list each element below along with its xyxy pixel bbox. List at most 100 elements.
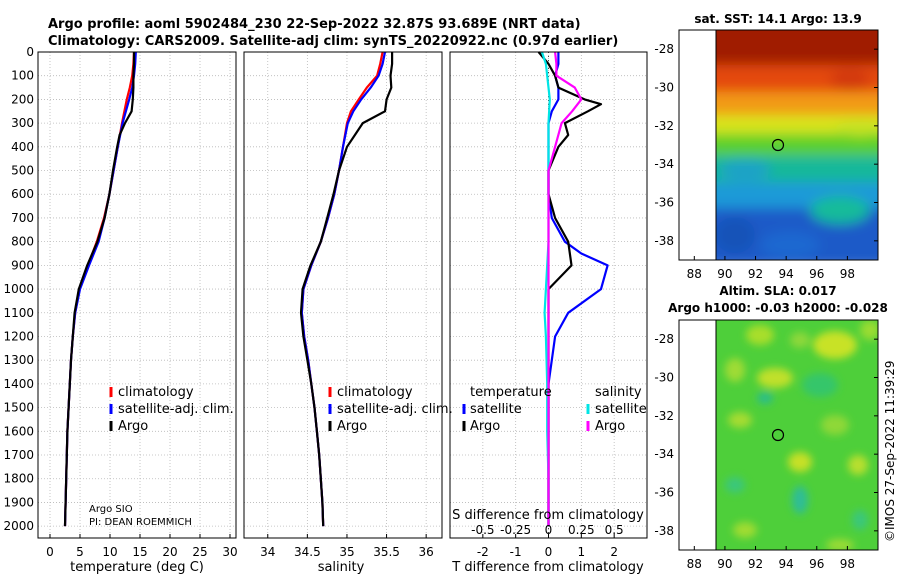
x-tick-label: 10 bbox=[102, 545, 117, 559]
s-tick-label: -0.25 bbox=[500, 523, 531, 537]
lon-tick-label: 88 bbox=[687, 267, 702, 281]
lat-tick-label: -36 bbox=[654, 486, 674, 500]
lat-tick-label: -30 bbox=[654, 81, 674, 95]
depth-tick-label: 1800 bbox=[3, 472, 34, 486]
x-tick-label: 2 bbox=[610, 545, 618, 559]
x-tick-label: 1 bbox=[578, 545, 586, 559]
sla-title: Altim. SLA: 0.017 bbox=[719, 284, 836, 298]
lon-tick-label: 88 bbox=[687, 557, 702, 571]
series-temperature-satellite bbox=[547, 52, 609, 527]
t-difference-xlabel: T difference from climatology bbox=[451, 560, 644, 575]
sla-argo-location-marker bbox=[771, 428, 785, 442]
depth-tick-label: 200 bbox=[11, 92, 34, 106]
depth-tick-label: 400 bbox=[11, 140, 34, 154]
legend-t-satellite: satellite bbox=[470, 402, 522, 417]
depth-tick-label: 300 bbox=[11, 116, 34, 130]
x-tick-label: 25 bbox=[192, 545, 207, 559]
s-tick-label: -0.5 bbox=[471, 523, 494, 537]
sst-heatmap bbox=[716, 30, 878, 260]
sst-map: sat. SST: 14.1 Argo: 13.9 -28-3 bbox=[654, 12, 879, 281]
depth-tick-label: 500 bbox=[11, 164, 34, 178]
imos-timestamp: ©IMOS 27-Sep-2022 11:39:29 bbox=[883, 360, 897, 542]
x-tick-label: 30 bbox=[222, 545, 237, 559]
x-tick-label: -2 bbox=[477, 545, 489, 559]
lon-tick-label: 94 bbox=[779, 267, 794, 281]
temperature-panel: 0 5 10 15 20 25 30 temperature (deg C) climato… bbox=[37, 51, 238, 575]
lon-tick-label: 98 bbox=[840, 267, 855, 281]
depth-tick-label: 100 bbox=[11, 69, 34, 83]
lat-tick-label: -28 bbox=[654, 332, 674, 346]
temperature-xlabel: temperature (deg C) bbox=[70, 560, 204, 575]
s-tick-label: 0.5 bbox=[605, 523, 624, 537]
series-salinity-argo bbox=[547, 51, 583, 527]
legend-salinity-title: salinity bbox=[595, 385, 642, 400]
credit-pi: PI: DEAN ROEMMICH bbox=[89, 517, 192, 528]
sst-argo-location-marker bbox=[771, 138, 785, 152]
lat-tick-label: -34 bbox=[654, 447, 674, 461]
x-tick-label: 0 bbox=[545, 545, 553, 559]
lon-tick-label: 90 bbox=[717, 557, 732, 571]
x-tick-label: -1 bbox=[510, 545, 522, 559]
difference-legend: temperature satellite Argo salinity sate… bbox=[462, 385, 647, 434]
legend-argo-s: Argo bbox=[337, 419, 367, 434]
legend-satellite-adj: satellite-adj. clim. bbox=[118, 402, 234, 417]
x-tick-label: 15 bbox=[132, 545, 147, 559]
lon-tick-label: 92 bbox=[748, 267, 763, 281]
legend-temperature-title: temperature bbox=[470, 385, 552, 400]
credit-argo-sio: Argo SIO bbox=[89, 504, 133, 515]
depth-tick-label: 700 bbox=[11, 211, 34, 225]
depth-tick-label: 0 bbox=[26, 45, 34, 59]
depth-tick-label: 1300 bbox=[3, 353, 34, 367]
legend-argo: Argo bbox=[118, 419, 148, 434]
depth-tick-label: 1400 bbox=[3, 377, 34, 391]
depth-tick-label: 1200 bbox=[3, 329, 34, 343]
s-tick-label: 0 bbox=[545, 523, 553, 537]
legend-climatology: climatology bbox=[118, 385, 194, 400]
lon-tick-label: 90 bbox=[717, 267, 732, 281]
s-difference-label: S difference from climatology bbox=[452, 508, 644, 523]
sst-title: sat. SST: 14.1 Argo: 13.9 bbox=[694, 12, 861, 26]
series-argo bbox=[299, 52, 394, 527]
x-tick-label: 36 bbox=[419, 545, 434, 559]
depth-axis: 0 100 200 300 400 500 600 700 800 900 1000 1100 1200… bbox=[3, 45, 34, 533]
depth-tick-label: 600 bbox=[11, 187, 34, 201]
lon-tick-label: 96 bbox=[809, 267, 824, 281]
legend-t-argo: Argo bbox=[470, 419, 500, 434]
lon-tick-label: 98 bbox=[840, 557, 855, 571]
sla-map: Altim. SLA: 0.017 Argo h1000: -0.03 h200… bbox=[654, 284, 887, 571]
x-tick-label: 35 bbox=[339, 545, 354, 559]
lat-tick-label: -34 bbox=[654, 157, 674, 171]
lon-tick-label: 94 bbox=[779, 557, 794, 571]
salinity-legend: climatology satellite-adj. clim. Argo bbox=[328, 385, 453, 434]
lat-tick-label: -32 bbox=[654, 409, 674, 423]
lat-tick-label: -28 bbox=[654, 42, 674, 56]
legend-s-argo: Argo bbox=[595, 419, 625, 434]
depth-tick-label: 1000 bbox=[3, 282, 34, 296]
sla-heatmap bbox=[716, 320, 878, 550]
depth-tick-label: 800 bbox=[11, 235, 34, 249]
lat-tick-label: -38 bbox=[654, 234, 674, 248]
depth-tick-label: 1500 bbox=[3, 401, 34, 415]
temperature-legend: climatology satellite-adj. clim. Argo bbox=[109, 385, 234, 434]
legend-satellite-adj-s: satellite-adj. clim. bbox=[337, 402, 453, 417]
salinity-panel: 34 34.5 35 35.5 36 salinity climatology sate… bbox=[243, 51, 453, 575]
depth-tick-label: 1900 bbox=[3, 495, 34, 509]
lat-tick-label: -30 bbox=[654, 371, 674, 385]
x-tick-label: 5 bbox=[76, 545, 84, 559]
lon-tick-label: 96 bbox=[809, 557, 824, 571]
legend-climatology-s: climatology bbox=[337, 385, 413, 400]
title-line-1: Argo profile: aoml 5902484_230 22-Sep-20… bbox=[48, 17, 581, 32]
lat-tick-label: -36 bbox=[654, 196, 674, 210]
x-tick-label: 34.5 bbox=[294, 545, 321, 559]
depth-tick-label: 1600 bbox=[3, 424, 34, 438]
x-tick-label: 20 bbox=[162, 545, 177, 559]
series-argo bbox=[63, 52, 136, 527]
depth-tick-label: 2000 bbox=[3, 519, 34, 533]
depth-tick-label: 1100 bbox=[3, 306, 34, 320]
legend-s-satellite: satellite bbox=[595, 402, 647, 417]
salinity-xlabel: salinity bbox=[318, 560, 365, 575]
x-tick-label: 0 bbox=[46, 545, 54, 559]
s-tick-label: 0.25 bbox=[568, 523, 595, 537]
depth-tick-label: 900 bbox=[11, 258, 34, 272]
